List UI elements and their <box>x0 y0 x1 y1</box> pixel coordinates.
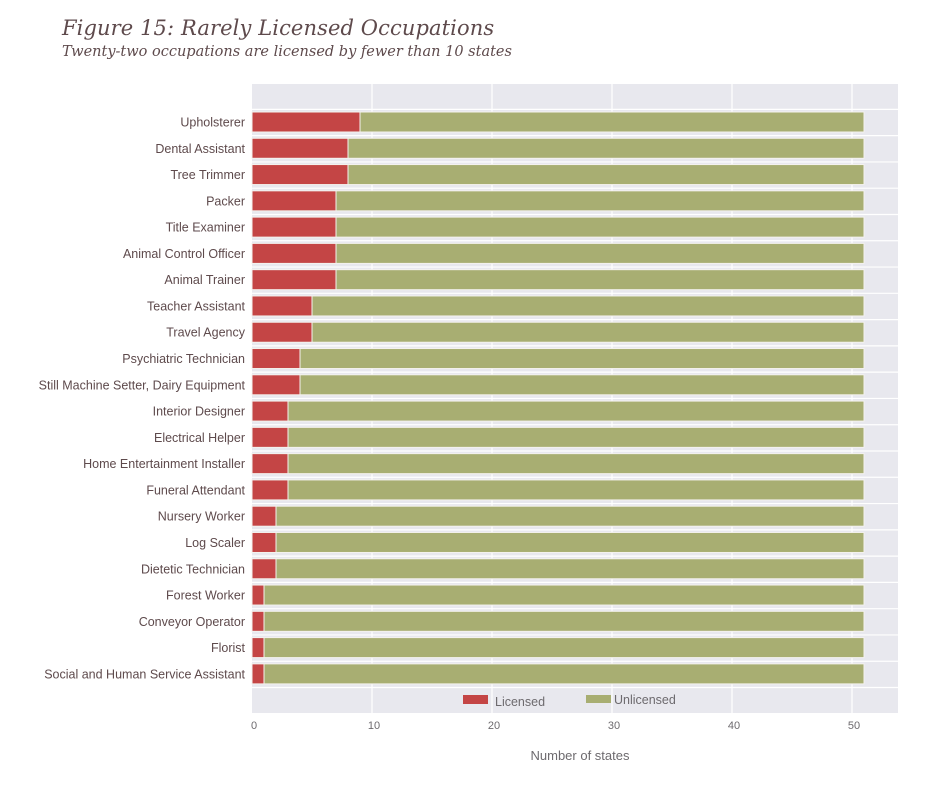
category-label: Tree Trimmer <box>170 168 245 182</box>
category-label: Still Machine Setter, Dairy Equipment <box>39 378 246 392</box>
bar-licensed-11 <box>251 400 289 422</box>
bar-licensed-4 <box>251 216 337 238</box>
chart-subtitle: Twenty-two occupations are licensed by f… <box>62 44 512 60</box>
category-label: Dental Assistant <box>155 142 245 156</box>
category-label: Packer <box>206 194 245 208</box>
bar-unlicensed-14 <box>287 479 865 501</box>
bar-licensed-20 <box>251 637 265 659</box>
x-tick-label-0: 0 <box>251 720 257 732</box>
bar-unlicensed-20 <box>263 637 865 659</box>
x-tick-label-10: 10 <box>368 720 380 732</box>
bar-unlicensed-9 <box>299 348 865 370</box>
category-label: Title Examiner <box>166 221 245 235</box>
x-tick-label-40: 40 <box>728 720 740 732</box>
bar-licensed-15 <box>251 505 277 527</box>
bar-unlicensed-10 <box>299 374 865 396</box>
bar-unlicensed-17 <box>275 558 865 580</box>
bar-unlicensed-21 <box>263 663 865 685</box>
legend-label-licensed: Licensed <box>495 695 545 709</box>
horizontal-gridlines <box>252 108 898 689</box>
bar-licensed-21 <box>251 663 265 685</box>
bar-licensed-3 <box>251 190 337 212</box>
bar-unlicensed-4 <box>335 216 865 238</box>
legend: Licensed Unlicensed <box>463 693 676 709</box>
x-tick-labels: 0 10 20 30 40 50 <box>251 720 860 732</box>
x-tick-label-50: 50 <box>848 720 860 732</box>
bar-licensed-13 <box>251 453 289 475</box>
x-axis-title: Number of states <box>531 748 630 763</box>
bar-licensed-1 <box>251 137 349 159</box>
legend-swatch-licensed <box>463 695 488 704</box>
bar-unlicensed-15 <box>275 505 865 527</box>
bar-unlicensed-12 <box>287 426 865 448</box>
bar-licensed-6 <box>251 269 337 291</box>
bar-unlicensed-11 <box>287 400 865 422</box>
bar-licensed-0 <box>251 111 361 133</box>
bar-unlicensed-5 <box>335 242 865 264</box>
bars <box>251 111 865 685</box>
category-label: Psychiatric Technician <box>122 352 245 366</box>
category-label: Social and Human Service Assistant <box>44 667 245 681</box>
bar-unlicensed-18 <box>263 584 865 606</box>
category-label: Dietetic Technician <box>141 562 245 576</box>
category-label: Florist <box>211 641 246 655</box>
legend-swatch-unlicensed <box>586 695 611 703</box>
bar-unlicensed-8 <box>311 321 865 343</box>
category-label: Teacher Assistant <box>147 299 245 313</box>
bar-unlicensed-1 <box>347 137 865 159</box>
bar-unlicensed-19 <box>263 610 865 632</box>
category-label: Travel Agency <box>166 326 245 340</box>
bar-licensed-8 <box>251 321 313 343</box>
chart-title: Figure 15: Rarely Licensed Occupations <box>62 16 495 40</box>
bar-licensed-7 <box>251 295 313 317</box>
bar-licensed-12 <box>251 426 289 448</box>
category-label: Animal Trainer <box>164 273 245 287</box>
bar-licensed-14 <box>251 479 289 501</box>
bar-licensed-2 <box>251 164 349 186</box>
category-label: Interior Designer <box>153 405 245 419</box>
bar-licensed-18 <box>251 584 265 606</box>
bar-licensed-19 <box>251 610 265 632</box>
bar-unlicensed-6 <box>335 269 865 291</box>
category-label: Nursery Worker <box>158 510 245 524</box>
category-label: Funeral Attendant <box>146 483 245 497</box>
category-label: Conveyor Operator <box>139 615 245 629</box>
category-label: Log Scaler <box>185 536 245 550</box>
bar-unlicensed-0 <box>359 111 865 133</box>
category-label: Forest Worker <box>166 589 245 603</box>
bar-licensed-5 <box>251 242 337 264</box>
bar-licensed-9 <box>251 348 301 370</box>
bar-licensed-16 <box>251 531 277 553</box>
bar-unlicensed-7 <box>311 295 865 317</box>
category-label: Home Entertainment Installer <box>83 457 245 471</box>
bar-licensed-17 <box>251 558 277 580</box>
x-tick-label-20: 20 <box>488 720 500 732</box>
category-label: Animal Control Officer <box>123 247 245 261</box>
category-label: Upholsterer <box>180 116 245 130</box>
x-tick-label-30: 30 <box>608 720 620 732</box>
bar-unlicensed-2 <box>347 164 865 186</box>
legend-label-unlicensed: Unlicensed <box>614 693 676 707</box>
bar-licensed-10 <box>251 374 301 396</box>
bar-unlicensed-3 <box>335 190 865 212</box>
bar-unlicensed-13 <box>287 453 865 475</box>
bar-unlicensed-16 <box>275 531 865 553</box>
category-label: Electrical Helper <box>154 431 245 445</box>
category-labels: Upholsterer Dental Assistant Tree Trimmer P… <box>39 116 246 682</box>
